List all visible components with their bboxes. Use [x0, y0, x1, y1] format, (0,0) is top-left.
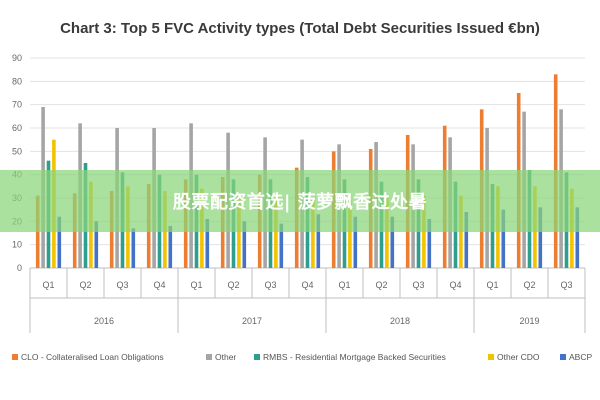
legend-swatch: [12, 354, 18, 360]
bar: [353, 216, 358, 268]
x-tick-label: Q1: [338, 280, 350, 290]
x-tick-label: Q2: [375, 280, 387, 290]
bar: [464, 212, 469, 268]
x-tick-label: Q2: [523, 280, 535, 290]
x-tick-label: Q1: [190, 280, 202, 290]
x-tick-label: Q4: [301, 280, 313, 290]
bar: [385, 198, 389, 268]
bar: [538, 207, 543, 268]
bar: [242, 221, 247, 268]
bar: [427, 219, 432, 268]
y-tick-label: 0: [17, 263, 22, 273]
x-tick-label: Q1: [42, 280, 54, 290]
x-tick-label: Q4: [449, 280, 461, 290]
legend-swatch: [206, 354, 212, 360]
y-tick-label: 60: [12, 123, 22, 133]
bar: [501, 209, 506, 268]
legend-label: CLO - Collateralised Loan Obligations: [21, 352, 164, 362]
bar: [575, 207, 580, 268]
bar: [205, 219, 210, 268]
legend-swatch: [560, 354, 566, 360]
group-label: 2017: [242, 316, 262, 326]
overlay-text: 股票配资首选| 菠萝飘香过处暑: [172, 192, 428, 213]
y-tick-label: 80: [12, 76, 22, 86]
bar: [279, 223, 284, 268]
group-label: 2019: [519, 316, 539, 326]
y-tick-label: 10: [12, 240, 22, 250]
bar: [131, 228, 136, 268]
legend-swatch: [488, 354, 494, 360]
group-label: 2018: [390, 316, 410, 326]
y-tick-label: 50: [12, 146, 22, 156]
bar: [311, 200, 315, 268]
x-tick-label: Q2: [79, 280, 91, 290]
overlay-banner[interactable]: 股票配资首选| 菠萝飘香过处暑: [0, 170, 600, 232]
bar: [274, 198, 278, 268]
chart-title: Chart 3: Top 5 FVC Activity types (Total…: [60, 20, 540, 37]
x-tick-label: Q3: [412, 280, 424, 290]
x-tick-label: Q3: [560, 280, 572, 290]
legend-label: Other: [215, 352, 236, 362]
y-tick-label: 90: [12, 53, 22, 63]
legend-label: RMBS - Residential Mortgage Backed Secur…: [263, 352, 446, 362]
bar: [168, 226, 173, 268]
legend: CLO - Collateralised Loan Obligations Oth…: [12, 352, 592, 362]
x-tick-label: Q3: [116, 280, 128, 290]
bar: [57, 216, 62, 268]
y-tick-label: 70: [12, 100, 22, 110]
bar: [390, 216, 395, 268]
legend-label: ABCP: [569, 352, 592, 362]
legend-label: Other CDO: [497, 352, 540, 362]
x-tick-label: Q1: [486, 280, 498, 290]
bar: [316, 214, 321, 268]
bar: [94, 221, 99, 268]
bar: [348, 200, 352, 268]
x-tick-label: Q3: [264, 280, 276, 290]
x-tick-label: Q2: [227, 280, 239, 290]
x-tick-label: Q4: [153, 280, 165, 290]
group-label: 2016: [94, 316, 114, 326]
legend-swatch: [254, 354, 260, 360]
